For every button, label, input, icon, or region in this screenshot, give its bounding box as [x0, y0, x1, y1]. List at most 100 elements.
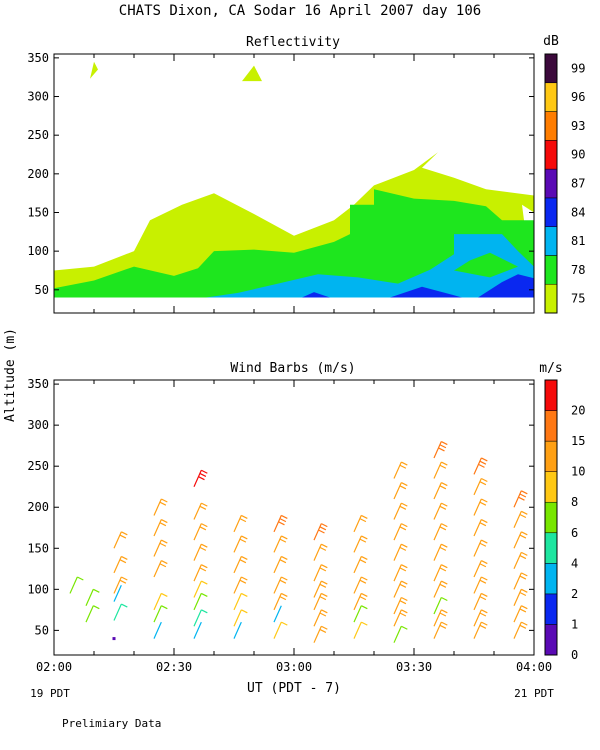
wind-barb-flag [201, 502, 208, 507]
wind-barb [112, 637, 116, 641]
wind-barb [473, 477, 488, 496]
wind-barb-staff [433, 502, 442, 520]
wind-barb [353, 535, 368, 553]
wind-barb [473, 560, 488, 578]
wind-barb-flag [199, 546, 207, 551]
wind-barb-flag [281, 514, 288, 519]
wind-barb-flag [401, 596, 408, 602]
colorbar-swatch [544, 111, 558, 141]
colorbar-swatch [544, 53, 558, 84]
wind-barb [393, 482, 408, 500]
wind-barb [313, 564, 328, 582]
wind-barb-staff [273, 556, 282, 574]
wind-barb-flag [521, 510, 528, 515]
wind-barb-flag [439, 485, 447, 490]
wind-barb [473, 576, 488, 594]
wind-barb-staff [473, 560, 482, 578]
wind-barb-flag [519, 555, 527, 560]
wind-barb-flag [279, 538, 287, 543]
wind-barb-flag [199, 567, 207, 572]
wind-barb-staff [353, 556, 362, 574]
wind-barb [473, 621, 488, 639]
wind-barb [513, 572, 528, 590]
wind-barb-staff [473, 593, 482, 611]
wind-barb [153, 539, 168, 557]
colorbar-frame [544, 53, 558, 314]
wind-barb-staff [433, 597, 442, 615]
wind-barb-staff [513, 511, 522, 529]
reflectivity-region-78 [454, 252, 518, 278]
wind-barb [113, 603, 128, 621]
wind-barb-flag [399, 485, 407, 490]
wind-barb [393, 580, 408, 598]
wind-barb-flag [93, 605, 100, 610]
wind-barb [433, 543, 448, 561]
wind-barb-flag [441, 596, 448, 602]
wind-barb [113, 555, 128, 574]
wind-barb-staff [193, 502, 202, 520]
y-tick-label: 250 [27, 128, 49, 142]
wind-barb-flag [519, 493, 527, 498]
wind-barb-flag [401, 523, 408, 528]
wind-barb-flag [359, 596, 367, 601]
colorbar-label: 93 [571, 119, 585, 133]
wind-barb-flag [401, 625, 408, 630]
wind-barb-staff [233, 576, 242, 594]
wind-barb-flag [93, 588, 100, 593]
wind-barb-flag [441, 580, 448, 585]
wind-barb-staff [393, 564, 402, 582]
wind-barb-flag [359, 518, 367, 523]
wind-barb-flag [77, 576, 84, 581]
wind-barb-flag [319, 526, 327, 531]
y-tick-label: 200 [27, 167, 49, 181]
wind-barb-staff [393, 461, 402, 479]
wind-barb-flag [121, 603, 128, 608]
wind-barb-flag [439, 567, 447, 572]
wind-barb-flag [399, 600, 407, 605]
wind-barb-staff [273, 605, 282, 623]
wind-barb-flag [279, 579, 287, 584]
wind-barb-flag [479, 596, 487, 601]
wind-barb-staff [513, 621, 522, 639]
wind-barb-flag [319, 567, 327, 572]
wind-barb-staff [85, 589, 94, 606]
wind-barb [473, 457, 488, 475]
wind-barb-staff [233, 515, 242, 533]
wind-barb-staff [193, 609, 202, 627]
wind-barb [513, 510, 528, 529]
wind-barb-staff [153, 519, 162, 537]
wind-barb-staff [273, 576, 282, 594]
wind-barb-flag [481, 609, 488, 614]
wind-barb [433, 596, 448, 615]
colorbar-swatch [544, 283, 558, 314]
wind-barb-flag [479, 563, 487, 568]
wind-barb [473, 498, 488, 516]
wind-barb-flag [401, 609, 408, 614]
reflectivity-region-84 [478, 274, 534, 298]
wind-barb-flag [519, 513, 527, 519]
y-tick-label: 50 [35, 283, 49, 297]
wind-barb-flag [399, 526, 407, 531]
wind-barb [353, 621, 368, 639]
wind-barb-flag [401, 580, 408, 585]
wind-barb-plot: 50 100 150 200 250 300 350 02:00 02:30 03:00 03:30… [27, 377, 552, 674]
wind-barb-staff [473, 519, 482, 537]
wind-barb-flag [441, 543, 448, 548]
plot-frame [53, 379, 535, 656]
wind-barb-flag [441, 502, 448, 507]
wind-barb-flag [119, 534, 127, 539]
wind-barb-flag [401, 543, 408, 548]
wind-barb-staff [393, 523, 402, 541]
wind-barb-staff [473, 478, 482, 496]
reflectivity-plot: 50 100 150 200 250 300 350 [27, 51, 535, 314]
y-tick-label: 250 [27, 459, 49, 473]
wind-barb-staff [153, 621, 162, 639]
wind-barb-staff [193, 543, 202, 561]
wind-barb [433, 502, 448, 520]
wind-barb [193, 609, 208, 627]
wind-barb-flag [521, 531, 528, 536]
wind-barb-flag [279, 518, 287, 523]
wind-barb-staff [433, 564, 442, 582]
wind-barb-flag [479, 542, 487, 547]
colorbar-label: 10 [571, 465, 585, 479]
